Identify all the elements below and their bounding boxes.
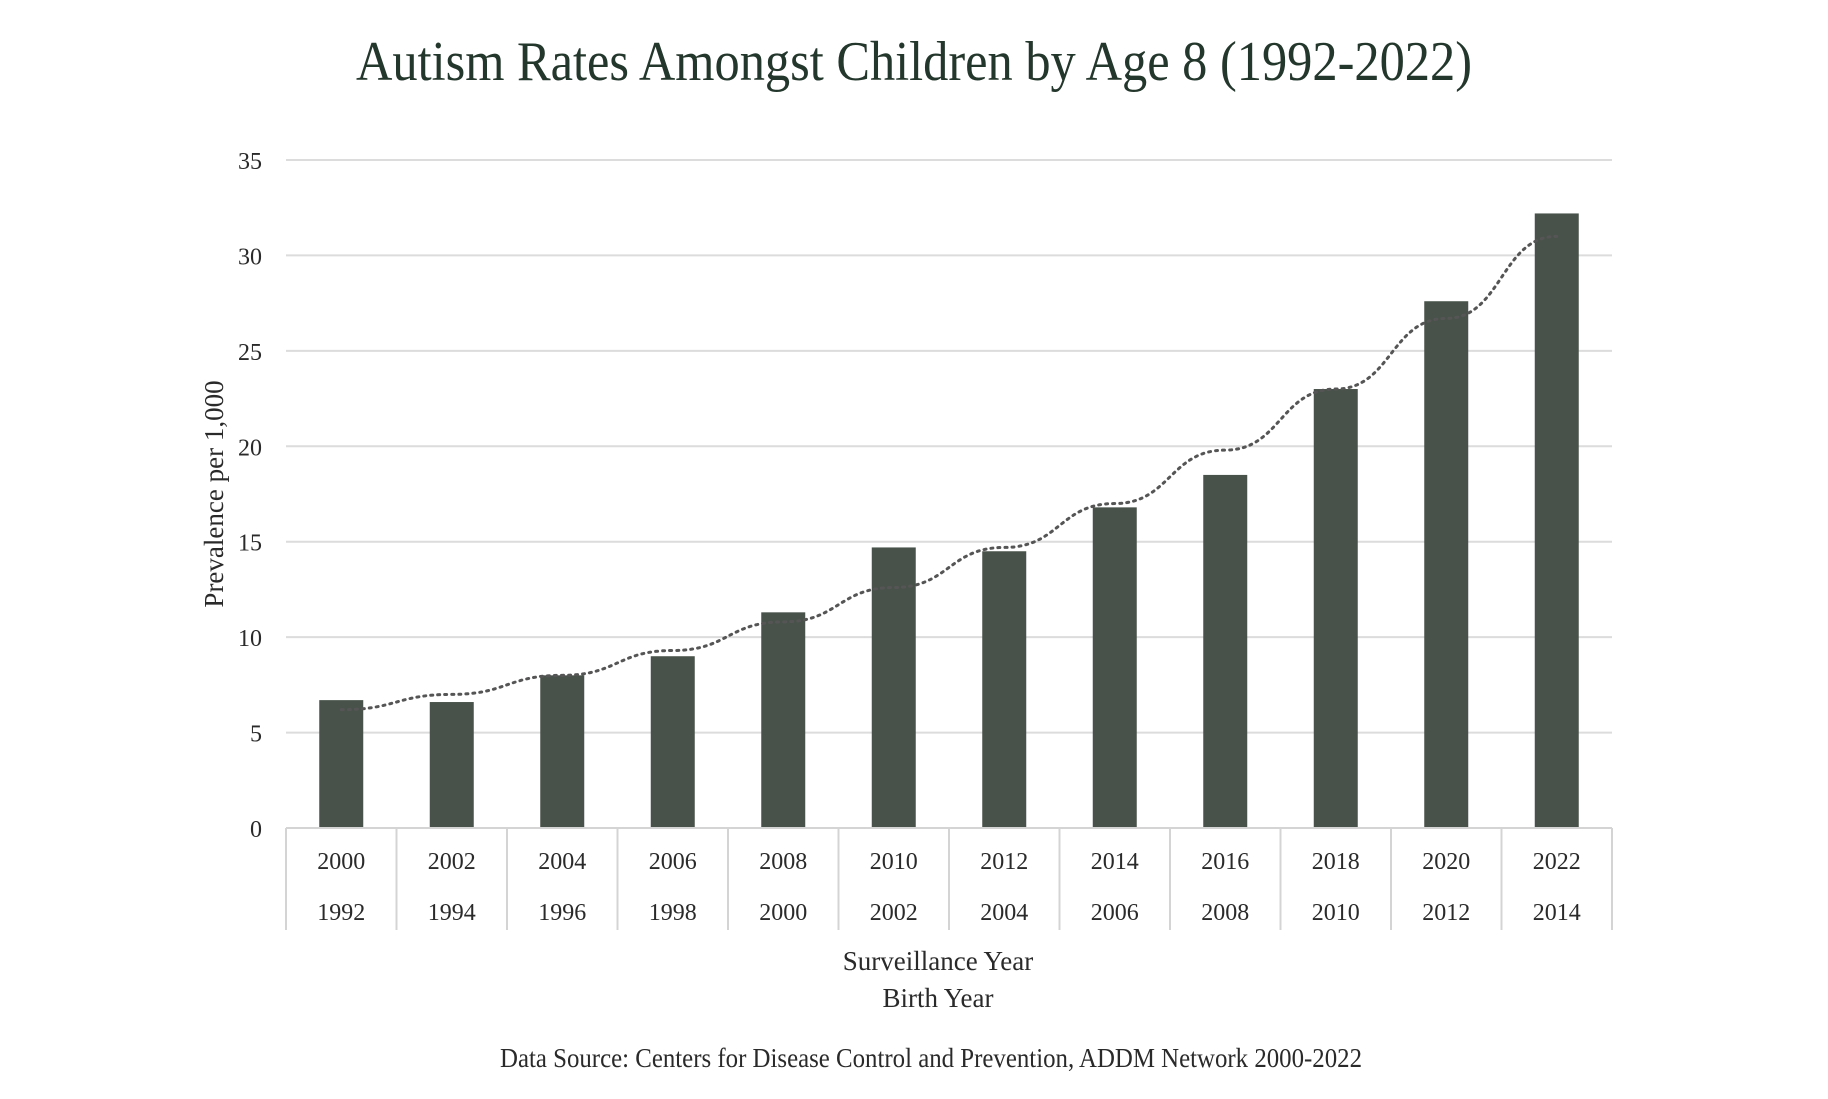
x-tick-label-secondary: 2008 — [1201, 900, 1249, 926]
bar — [1534, 213, 1579, 828]
x-tick-label: 2022 — [1533, 849, 1581, 875]
x-tick-label-secondary: 2014 — [1533, 900, 1581, 926]
x-tick-label-secondary: 2006 — [1091, 900, 1139, 926]
bar — [1092, 507, 1137, 828]
x-tick-label-secondary: 1994 — [428, 900, 476, 926]
y-tick-label: 15 — [238, 531, 262, 557]
y-tick-label: 5 — [250, 722, 262, 748]
y-tick-label: 30 — [238, 244, 262, 270]
x-tick-label: 2012 — [980, 849, 1028, 875]
x-tick-label-secondary: 1996 — [538, 900, 586, 926]
bar — [1203, 474, 1248, 828]
x-tick-label: 2008 — [759, 849, 807, 875]
x-tick-label-secondary: 1998 — [649, 900, 697, 926]
x-axis-label: Surveillance Year — [843, 946, 1033, 976]
bar — [761, 612, 806, 828]
y-tick-label: 25 — [238, 340, 262, 366]
bar — [982, 551, 1027, 828]
y-tick-label: 10 — [238, 626, 262, 652]
x-tick-label-secondary: 2012 — [1422, 900, 1470, 926]
bar — [650, 656, 695, 828]
y-tick-label: 0 — [250, 817, 262, 843]
bar — [429, 702, 474, 828]
x-axis-label-secondary: Birth Year — [882, 983, 993, 1013]
x-tick-label: 2002 — [428, 849, 476, 875]
bar — [1424, 301, 1469, 829]
bar — [540, 675, 585, 828]
x-tick-label: 2010 — [870, 849, 918, 875]
x-tick-label-secondary: 1992 — [317, 900, 365, 926]
bar — [871, 547, 916, 828]
y-axis-label: Prevalence per 1,000 — [199, 380, 229, 607]
y-tick-label: 20 — [238, 435, 262, 461]
x-tick-label: 2018 — [1312, 849, 1360, 875]
x-tick-label: 2000 — [317, 849, 365, 875]
chart-title: Autism Rates Amongst Children by Age 8 (… — [356, 31, 1472, 93]
bar — [319, 700, 364, 828]
x-tick-label: 2006 — [649, 849, 697, 875]
x-tick-label: 2016 — [1201, 849, 1249, 875]
x-tick-label-secondary: 2010 — [1312, 900, 1360, 926]
trendline-layer — [339, 234, 1559, 712]
source-note: Data Source: Centers for Disease Control… — [500, 1043, 1362, 1073]
trendline — [339, 234, 1559, 712]
y-axis-ticks: 0 5 10 15 20 25 30 35 — [238, 149, 262, 843]
x-tick-label: 2004 — [538, 849, 586, 875]
y-tick-label: 35 — [238, 149, 262, 175]
bars — [319, 213, 1579, 829]
bar — [1313, 389, 1358, 828]
x-tick-label-secondary: 2004 — [980, 900, 1028, 926]
x-tick-label-secondary: 2000 — [759, 900, 807, 926]
x-tick-label: 2014 — [1091, 849, 1139, 875]
x-tick-label: 2020 — [1422, 849, 1470, 875]
gridlines — [286, 159, 1612, 734]
x-axis-table: 2000 1992 2002 1994 2004 1996 2006 1998 2008 2000… — [285, 827, 1613, 930]
x-tick-label-secondary: 2002 — [870, 900, 918, 926]
